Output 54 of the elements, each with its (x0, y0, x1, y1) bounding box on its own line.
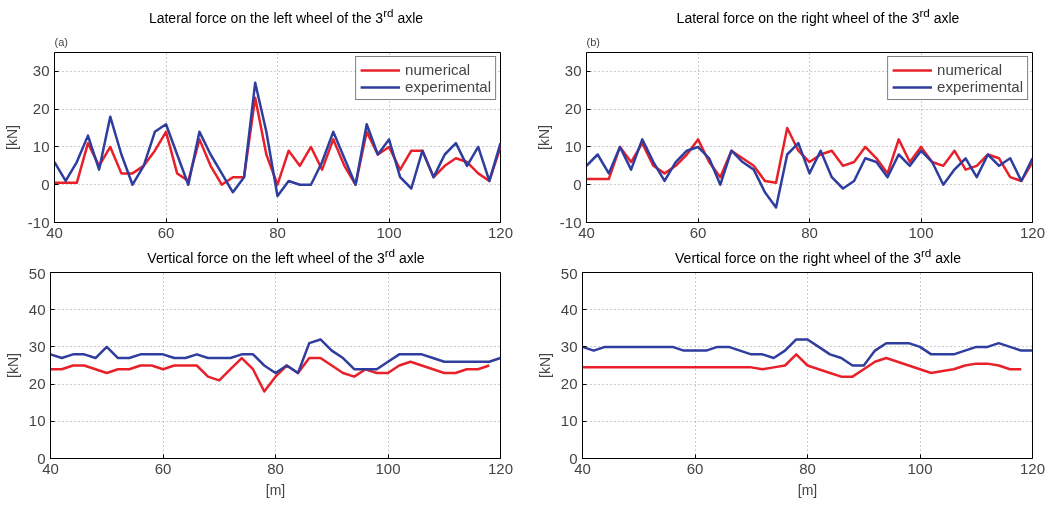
legend-label: experimental (405, 78, 491, 95)
y-tick-label: 30 (564, 62, 582, 80)
x-tick-label: 80 (267, 459, 284, 477)
y-tick-label: 40 (28, 300, 46, 318)
y-axis-title: [kN] (535, 125, 552, 150)
y-tick-label: 20 (560, 375, 578, 393)
x-tick-label: 60 (157, 223, 175, 241)
x-axis-title: [m] (265, 481, 286, 498)
x-tick-label: 120 (487, 459, 514, 477)
y-tick-label: 50 (28, 264, 46, 282)
y-tick-label: 20 (564, 100, 582, 118)
y-tick-label: 0 (37, 449, 46, 467)
text: (b) (586, 35, 600, 48)
y-tick-label: 20 (28, 375, 46, 393)
legend-label: numerical (405, 61, 471, 78)
y-tick-label: -10 (559, 213, 582, 231)
y-tick-label: 30 (32, 62, 50, 80)
y-tick-label: 0 (41, 175, 50, 193)
x-tick-label: 120 (487, 223, 514, 241)
y-tick-label: 30 (28, 337, 46, 355)
y-tick-label: 0 (573, 175, 582, 193)
chart-title: Vertical force on the left wheel of the 3$^{rd}$ axle (147, 245, 425, 268)
legend-label: experimental (937, 78, 1023, 95)
chart-title: Lateral force on the right wheel of the 3$^{rd}$ axle (676, 5, 960, 28)
x-tick-label: 100 (376, 223, 402, 241)
y-axis-title: [kN] (4, 353, 21, 378)
x-axis-title: [m] (797, 481, 818, 498)
x-tick-label: 80 (801, 223, 818, 241)
x-tick-label: 120 (1019, 459, 1046, 477)
y-tick-label: 40 (560, 300, 578, 318)
y-tick-label: 10 (28, 412, 46, 430)
x-tick-label: 60 (154, 459, 172, 477)
x-tick-label: 100 (907, 459, 933, 477)
y-tick-label: 30 (560, 337, 578, 355)
y-tick-label: -10 (27, 213, 50, 231)
y-axis-title: [kN] (536, 353, 553, 378)
x-tick-label: 60 (689, 223, 707, 241)
y-tick-label: 10 (564, 137, 582, 155)
y-tick-label: 20 (32, 100, 50, 118)
y-tick-label: 50 (560, 264, 578, 282)
chart-title: Vertical force on the right wheel of the 3$^{rd}$ axle (675, 245, 961, 268)
y-tick-label: 0 (569, 449, 578, 467)
y-axis-title: [kN] (3, 125, 20, 150)
y-tick-label: 10 (560, 412, 578, 430)
x-tick-label: 120 (1019, 223, 1046, 241)
x-tick-label: 80 (269, 223, 286, 241)
legend-label: numerical (937, 61, 1003, 78)
x-tick-label: 100 (908, 223, 934, 241)
x-tick-label: 100 (375, 459, 401, 477)
x-tick-label: 80 (799, 459, 816, 477)
text: (a) (54, 35, 68, 48)
chart-title: Lateral force on the left wheel of the 3$^{rd}$ axle (148, 5, 424, 28)
y-tick-label: 10 (32, 137, 50, 155)
x-tick-label: 60 (686, 459, 704, 477)
